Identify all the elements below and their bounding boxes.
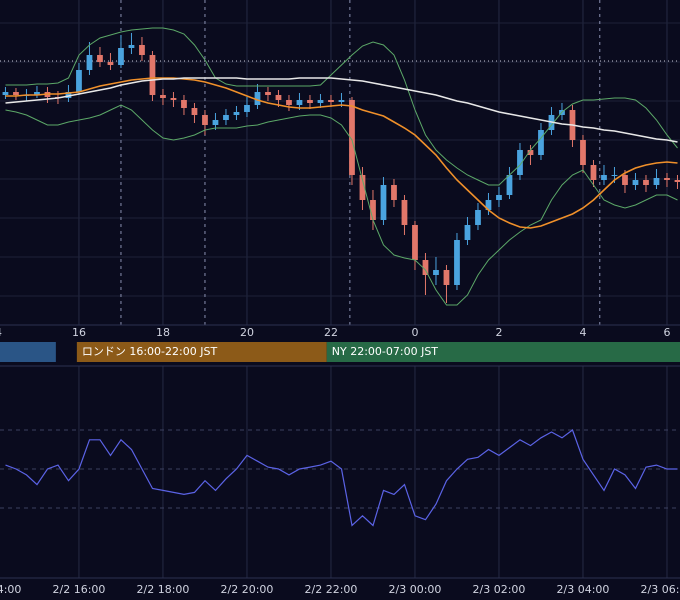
candle-body bbox=[149, 55, 156, 95]
x-tick-label: 18 bbox=[156, 326, 170, 339]
session-band bbox=[326, 342, 680, 362]
candle-body bbox=[86, 55, 93, 70]
candle-body bbox=[674, 180, 680, 182]
candle-body bbox=[538, 130, 544, 155]
x-tick-label: 2/2 22:00 bbox=[305, 583, 358, 596]
x-tick-label: 0 bbox=[411, 326, 418, 339]
candle-body bbox=[128, 45, 135, 48]
candle-body bbox=[622, 175, 628, 185]
candle-body bbox=[202, 115, 208, 125]
candle-body bbox=[517, 150, 523, 175]
candle-body bbox=[307, 100, 313, 103]
candle-body bbox=[107, 62, 114, 65]
session-band bbox=[76, 342, 327, 362]
candle-body bbox=[422, 260, 429, 275]
candle-body bbox=[485, 200, 492, 210]
x-tick-label: 2/3 00:00 bbox=[389, 583, 442, 596]
x-tick-label: 2/2 18:00 bbox=[137, 583, 190, 596]
candle-body bbox=[65, 92, 72, 98]
candle-body bbox=[433, 270, 439, 275]
candle-body bbox=[527, 150, 534, 155]
x-tick-label: 4 bbox=[579, 326, 586, 339]
x-tick-label: 2/2 20:00 bbox=[221, 583, 274, 596]
candle-body bbox=[286, 100, 292, 105]
candle-body bbox=[265, 92, 271, 95]
candle-body bbox=[223, 115, 229, 120]
candle-body bbox=[391, 185, 397, 200]
candle-body bbox=[653, 178, 660, 185]
candle-body bbox=[34, 92, 40, 95]
candle-body bbox=[380, 185, 387, 220]
x-tick-label: 2/2 14:00 bbox=[0, 583, 21, 596]
candle-body bbox=[97, 55, 103, 62]
x-tick-label: 22 bbox=[324, 326, 338, 339]
candle-body bbox=[454, 240, 460, 285]
x-tick-label: 2/3 04:00 bbox=[557, 583, 610, 596]
candle-body bbox=[2, 92, 9, 95]
candle-body bbox=[160, 95, 166, 98]
x-tick-label: 14 bbox=[0, 326, 2, 339]
candle-body bbox=[643, 180, 649, 185]
candle-body bbox=[212, 120, 219, 125]
candle-body bbox=[275, 95, 282, 100]
candle-body bbox=[580, 140, 586, 165]
candle-body bbox=[13, 92, 19, 95]
candle-body bbox=[611, 175, 618, 176]
candle-body bbox=[370, 200, 376, 220]
session-label: ロンドン 16:00-22:00 JST bbox=[82, 345, 218, 358]
candle-body bbox=[317, 100, 324, 103]
candle-body bbox=[118, 48, 124, 65]
oscillator-line bbox=[5, 429, 678, 527]
candle-body bbox=[496, 195, 502, 200]
candle-body bbox=[233, 112, 240, 115]
candle-body bbox=[412, 225, 418, 260]
overlay-line bbox=[5, 27, 678, 186]
candle-body bbox=[254, 92, 261, 105]
candle-body bbox=[601, 175, 607, 180]
x-tick-label: 20 bbox=[240, 326, 254, 339]
candle-body bbox=[349, 100, 355, 175]
candle-body bbox=[139, 45, 145, 55]
x-tick-label: 6 bbox=[663, 326, 670, 339]
candle-body bbox=[244, 105, 250, 112]
candle-body bbox=[181, 100, 187, 108]
overlay-line bbox=[5, 77, 678, 143]
session-band bbox=[0, 342, 56, 362]
candle-body bbox=[401, 200, 408, 225]
x-tick-label: 2 bbox=[495, 326, 502, 339]
candle-body bbox=[464, 225, 471, 240]
candle-body bbox=[664, 178, 670, 180]
candle-body bbox=[328, 100, 334, 102]
candle-body bbox=[443, 270, 450, 285]
candle-body bbox=[590, 165, 597, 180]
x-tick-label: 2/2 16:00 bbox=[53, 583, 106, 596]
candle-body bbox=[170, 98, 177, 100]
x-tick-label: 2/3 02:00 bbox=[473, 583, 526, 596]
overlay-line bbox=[5, 104, 678, 306]
candle-body bbox=[632, 180, 639, 185]
candle-body bbox=[191, 108, 198, 115]
x-tick-label: 2/3 06:00 bbox=[641, 583, 680, 596]
overlay-line bbox=[5, 77, 678, 229]
candle-body bbox=[296, 100, 303, 105]
session-label: NY 22:00-07:00 JST bbox=[332, 345, 439, 358]
candle-body bbox=[338, 100, 345, 102]
candle-body bbox=[76, 70, 82, 92]
candle-body bbox=[475, 210, 481, 225]
candle-body bbox=[506, 175, 513, 195]
x-tick-label: 16 bbox=[72, 326, 86, 339]
candle-body bbox=[359, 175, 366, 200]
